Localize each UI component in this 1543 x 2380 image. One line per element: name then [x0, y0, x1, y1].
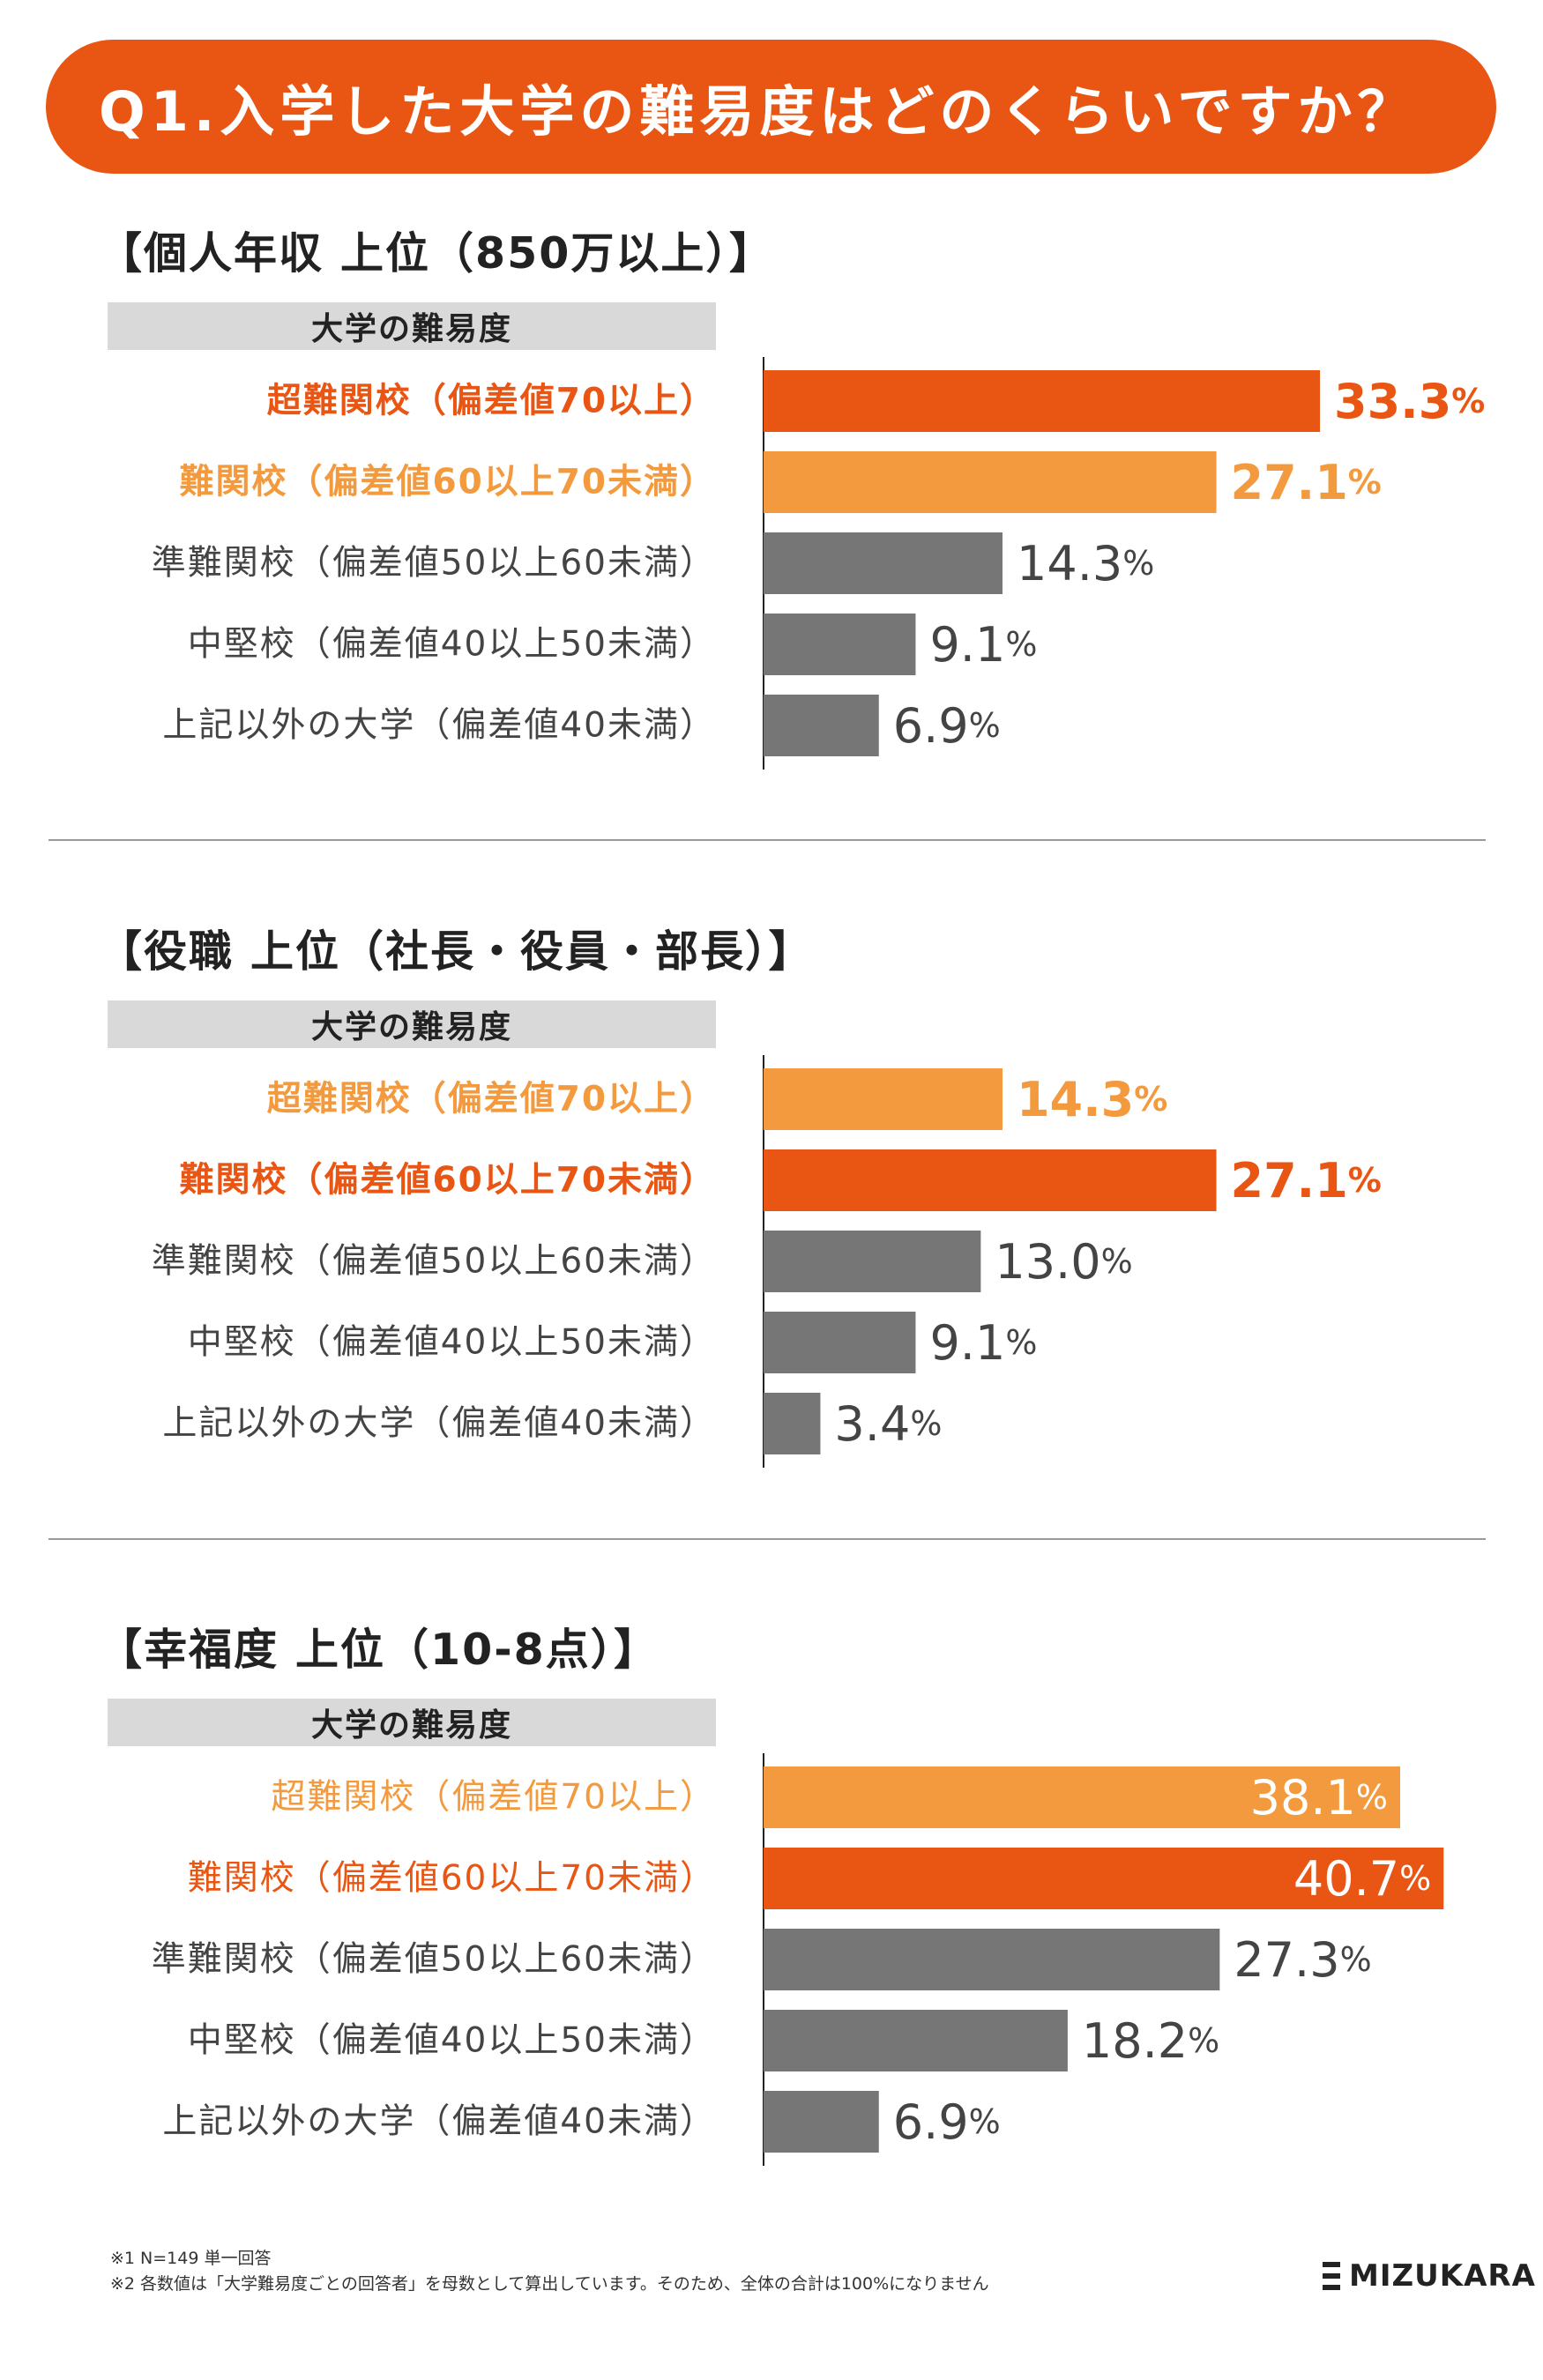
category-label: 中堅校（偏差値40以上50未満） — [188, 625, 716, 665]
chart-title-income: 【個人年収 上位（850万以上）】 — [99, 228, 774, 279]
bar — [764, 1312, 916, 1373]
category-label: 超難関校（偏差値70以上） — [267, 1080, 716, 1119]
bar — [764, 2010, 1068, 2071]
brand-mark-icon — [1323, 2262, 1340, 2290]
footnote-2: ※2 各数値は「大学難易度ごとの回答者」を母数として算出しています。そのため、全… — [110, 2274, 989, 2294]
value-label: 13.0% — [995, 1234, 1132, 1290]
bar — [764, 614, 916, 675]
bar-chart-income: 超難関校（偏差値70以上） 33.3% 難関校（偏差値60以上70未満） 27.1% 準… — [152, 357, 1485, 770]
bar-chart-happiness: 超難関校（偏差値70以上） 38.1% 難関校（偏差値60以上70未満） 40.7% 準… — [152, 1753, 1444, 2166]
category-label: 超難関校（偏差値70以上） — [271, 1778, 716, 1818]
bar — [764, 1068, 1003, 1130]
section-divider-1 — [48, 839, 1486, 841]
bar — [764, 695, 879, 756]
category-label: 上記以外の大学（偏差値40未満） — [162, 1404, 716, 1444]
footnotes: ※1 N=149 単一回答 ※2 各数値は「大学難易度ごとの回答者」を母数として… — [110, 2246, 989, 2297]
bar — [764, 2091, 879, 2153]
column-header-income: 大学の難易度 — [108, 302, 716, 350]
section-divider-2 — [48, 1538, 1486, 1540]
value-label: 27.1% — [1231, 455, 1382, 510]
category-label: 難関校（偏差値60以上70未満） — [179, 1161, 716, 1201]
category-label: 準難関校（偏差値50以上60未満） — [152, 1940, 716, 1980]
category-label: 上記以外の大学（偏差値40未満） — [162, 2102, 716, 2142]
footnote-1: ※1 N=149 単一回答 — [110, 2249, 272, 2268]
category-label: 超難関校（偏差値70以上） — [267, 382, 716, 421]
value-label: 40.7% — [1293, 1851, 1431, 1907]
category-label: 準難関校（偏差値50以上60未満） — [152, 544, 716, 584]
value-label: 27.3% — [1234, 1932, 1371, 1988]
value-label: 9.1% — [929, 617, 1037, 673]
bar — [764, 1231, 981, 1292]
value-label: 6.9% — [893, 2094, 1001, 2150]
value-label: 6.9% — [893, 698, 1001, 754]
value-label: 14.3% — [1017, 1072, 1167, 1127]
bar — [764, 1929, 1220, 1990]
category-label: 準難関校（偏差値50以上60未満） — [152, 1242, 716, 1282]
column-header-happiness: 大学の難易度 — [108, 1699, 716, 1746]
value-label: 18.2% — [1082, 2013, 1219, 2069]
chart-title-happiness: 【幸福度 上位（10-8点）】 — [99, 1625, 660, 1675]
question-title: Q1.入学した大学の難易度はどのくらいですか？ — [99, 79, 1418, 144]
question-title-banner: Q1.入学した大学の難易度はどのくらいですか？ — [46, 40, 1496, 174]
bar — [764, 1848, 1444, 1909]
brand-name: MIZUKARA — [1349, 2258, 1536, 2294]
bar — [764, 532, 1003, 594]
category-label: 上記以外の大学（偏差値40未満） — [162, 706, 716, 746]
value-label: 14.3% — [1017, 536, 1154, 591]
bar — [764, 1149, 1217, 1211]
brand-logo: MIZUKARA — [1323, 2258, 1536, 2294]
chart-title-position: 【役職 上位（社長・役員・部長）】 — [99, 926, 814, 977]
value-label: 33.3% — [1334, 374, 1485, 429]
bar-chart-position: 超難関校（偏差値70以上） 14.3% 難関校（偏差値60以上70未満） 27.1% 準… — [152, 1055, 1382, 1468]
category-label: 難関校（偏差値60以上70未満） — [179, 463, 716, 502]
value-label: 27.1% — [1231, 1153, 1382, 1209]
category-label: 中堅校（偏差値40以上50未満） — [188, 2021, 716, 2061]
category-label: 難関校（偏差値60以上70未満） — [188, 1859, 716, 1899]
value-label: 9.1% — [929, 1315, 1037, 1371]
bar — [764, 451, 1217, 513]
value-label: 38.1% — [1250, 1770, 1388, 1826]
category-label: 中堅校（偏差値40以上50未満） — [188, 1323, 716, 1363]
value-label: 3.4% — [834, 1396, 942, 1452]
bar — [764, 1393, 821, 1454]
bar — [764, 370, 1321, 432]
bar — [764, 1766, 1400, 1828]
column-header-position: 大学の難易度 — [108, 1000, 716, 1048]
